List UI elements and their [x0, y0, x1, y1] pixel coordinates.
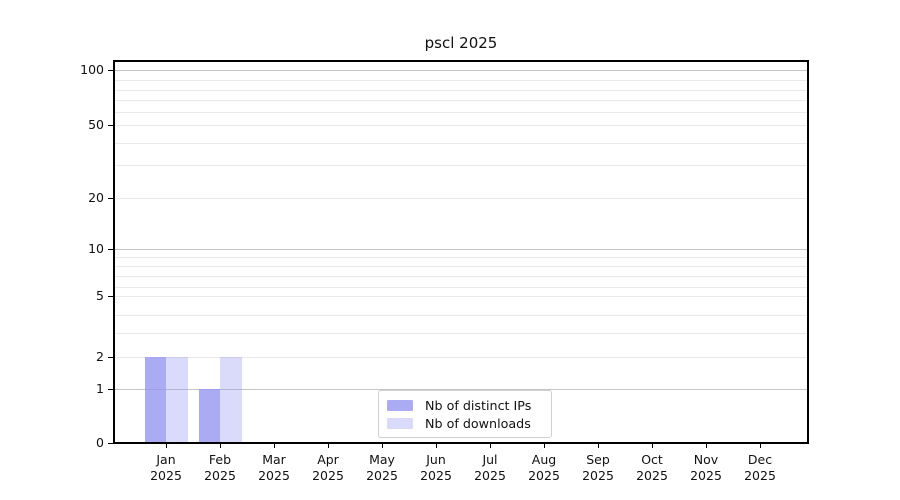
y-tick-label: 50: [88, 117, 104, 132]
legend-swatch-icon: [387, 399, 413, 411]
y-gridline: [115, 248, 807, 250]
x-tick-year: 2025: [690, 467, 722, 483]
x-tick-mark: [489, 444, 491, 448]
x-tick-mark: [759, 444, 761, 448]
x-tick-month: Oct: [641, 452, 663, 467]
legend-label: Nb of distinct IPs: [425, 397, 532, 413]
y-minor-gridline: [115, 142, 807, 144]
x-tick-year: 2025: [636, 467, 668, 483]
x-tick-mark: [705, 444, 707, 448]
x-tick-year: 2025: [312, 467, 344, 483]
y-tick-mark: [108, 356, 113, 358]
y-minor-gridline: [115, 275, 807, 277]
x-tick-month: Nov: [693, 452, 719, 467]
x-tick-label: Jan 2025: [139, 452, 193, 483]
bar-distinct-ips: [144, 357, 166, 443]
y-tick-label: 100: [80, 62, 104, 77]
x-tick-mark: [165, 444, 167, 448]
x-tick-label: Feb 2025: [193, 452, 247, 483]
x-tick-year: 2025: [528, 467, 560, 483]
x-tick-year: 2025: [150, 467, 182, 483]
y-tick-mark: [108, 69, 113, 71]
x-tick-mark: [327, 444, 329, 448]
x-tick-month: Sep: [586, 452, 610, 467]
y-tick-mark: [108, 442, 113, 444]
y-tick-label: 10: [88, 241, 104, 256]
y-minor-gridline: [115, 89, 807, 91]
legend-item: Nb of distinct IPs: [387, 396, 543, 414]
y-tick-mark: [108, 197, 113, 199]
x-tick-mark: [273, 444, 275, 448]
legend-label: Nb of downloads: [425, 415, 531, 431]
x-tick-label: Dec 2025: [733, 452, 787, 483]
x-tick-month: Apr: [317, 452, 339, 467]
y-tick-mark: [108, 388, 113, 390]
x-tick-year: 2025: [366, 467, 398, 483]
y-gridline: [115, 295, 807, 297]
bar-distinct-ips: [198, 389, 220, 443]
bar-downloads: [166, 357, 188, 443]
y-tick-label: 20: [88, 190, 104, 205]
x-tick-month: May: [369, 452, 395, 467]
y-tick-label: 2: [96, 349, 104, 364]
y-tick-label: 1: [96, 381, 104, 396]
y-minor-gridline: [115, 286, 807, 288]
x-tick-mark: [219, 444, 221, 448]
x-tick-mark: [381, 444, 383, 448]
x-tick-label: Jun 2025: [409, 452, 463, 483]
x-tick-month: Dec: [747, 452, 773, 467]
bar-downloads: [220, 357, 242, 443]
x-tick-label: Oct 2025: [625, 452, 679, 483]
y-minor-gridline: [115, 111, 807, 113]
x-tick-mark: [651, 444, 653, 448]
y-minor-gridline: [115, 314, 807, 316]
legend-item: Nb of downloads: [387, 414, 543, 432]
chart-title: pscl 2025: [424, 34, 498, 52]
x-tick-month: Feb: [208, 452, 232, 467]
x-tick-month: Jun: [426, 452, 446, 467]
x-tick-month: Mar: [262, 452, 286, 467]
x-tick-label: Apr 2025: [301, 452, 355, 483]
y-minor-gridline: [115, 332, 807, 334]
y-minor-gridline: [115, 265, 807, 267]
x-tick-year: 2025: [420, 467, 452, 483]
x-tick-mark: [543, 444, 545, 448]
legend: Nb of distinct IPs Nb of downloads: [378, 390, 552, 438]
y-gridline: [115, 124, 807, 126]
x-tick-label: Jul 2025: [463, 452, 517, 483]
y-tick-mark: [108, 124, 113, 126]
x-tick-year: 2025: [582, 467, 614, 483]
y-tick-mark: [108, 248, 113, 250]
x-tick-mark: [435, 444, 437, 448]
x-tick-month: Jul: [482, 452, 498, 467]
y-tick-mark: [108, 295, 113, 297]
y-tick-label: 0: [96, 435, 104, 450]
y-tick-label: 5: [96, 288, 104, 303]
x-tick-year: 2025: [204, 467, 236, 483]
x-tick-label: Aug 2025: [517, 452, 571, 483]
y-gridline: [115, 69, 807, 71]
y-gridline: [115, 356, 807, 358]
x-tick-year: 2025: [258, 467, 290, 483]
x-tick-month: Jan: [156, 452, 176, 467]
x-tick-year: 2025: [474, 467, 506, 483]
x-tick-year: 2025: [744, 467, 776, 483]
y-minor-gridline: [115, 79, 807, 81]
x-tick-label: Nov 2025: [679, 452, 733, 483]
y-minor-gridline: [115, 164, 807, 166]
x-tick-mark: [597, 444, 599, 448]
y-gridline: [115, 388, 807, 390]
y-gridline: [115, 197, 807, 199]
plot-frame: [113, 60, 809, 444]
legend-swatch-icon: [387, 417, 413, 429]
x-tick-label: May 2025: [355, 452, 409, 483]
x-tick-label: Mar 2025: [247, 452, 301, 483]
x-tick-label: Sep 2025: [571, 452, 625, 483]
x-tick-month: Aug: [531, 452, 557, 467]
y-minor-gridline: [115, 256, 807, 258]
y-minor-gridline: [115, 99, 807, 101]
